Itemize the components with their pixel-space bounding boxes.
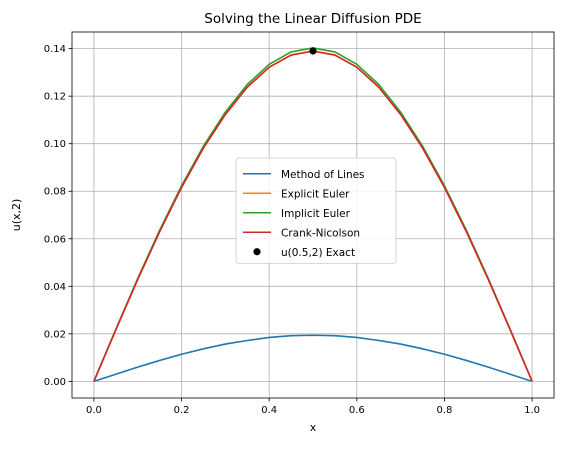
x-tick-label: 0.8: [437, 405, 453, 416]
y-tick-label: 0.02: [44, 329, 66, 340]
series-line-method-of-lines: [93, 334, 533, 383]
exact-point-marker: [309, 47, 317, 55]
x-tick-label: 0.4: [261, 405, 277, 416]
x-tick-label: 0.6: [349, 405, 365, 416]
legend-label-method-of-lines: Method of Lines: [281, 169, 365, 181]
marker-group: [309, 47, 317, 55]
plot-frame: [71, 31, 555, 399]
legend-label-explicit-euler: Explicit Euler: [281, 188, 350, 200]
legend: Method of Lines Explicit Euler Implicit Eu…: [235, 157, 397, 264]
y-tick-label: 0.10: [44, 139, 66, 150]
legend-box: [235, 157, 397, 264]
x-tick-label: 0.2: [174, 405, 190, 416]
y-tick-label: 0.08: [44, 187, 66, 198]
legend-label-implicit-euler: Implicit Euler: [281, 208, 351, 220]
axis-ticks: 0.0 0.2 0.4 0.6 0.8 1.0 0.00 0.02 0.04 0.06 0.08 0.…: [44, 44, 540, 416]
legend-swatch-u-0-5-2-exact: [253, 248, 261, 256]
x-tick-label: 1.0: [524, 405, 540, 416]
y-axis-label: u(x,2): [10, 199, 23, 232]
y-tick-label: 0.00: [44, 377, 66, 388]
y-tick-label: 0.12: [44, 92, 66, 103]
y-tick-label: 0.06: [44, 234, 66, 245]
y-tick-label: 0.04: [44, 282, 66, 293]
legend-label-u-0-5-2-exact: u(0.5,2) Exact: [281, 247, 355, 259]
x-tick-label: 0.0: [86, 405, 102, 416]
x-axis-label: x: [310, 421, 317, 434]
legend-label-crank-nicolson: Crank-Nicolson: [281, 227, 360, 239]
y-tick-label: 0.14: [44, 44, 66, 55]
chart-title: Solving the Linear Diffusion PDE: [204, 11, 421, 27]
